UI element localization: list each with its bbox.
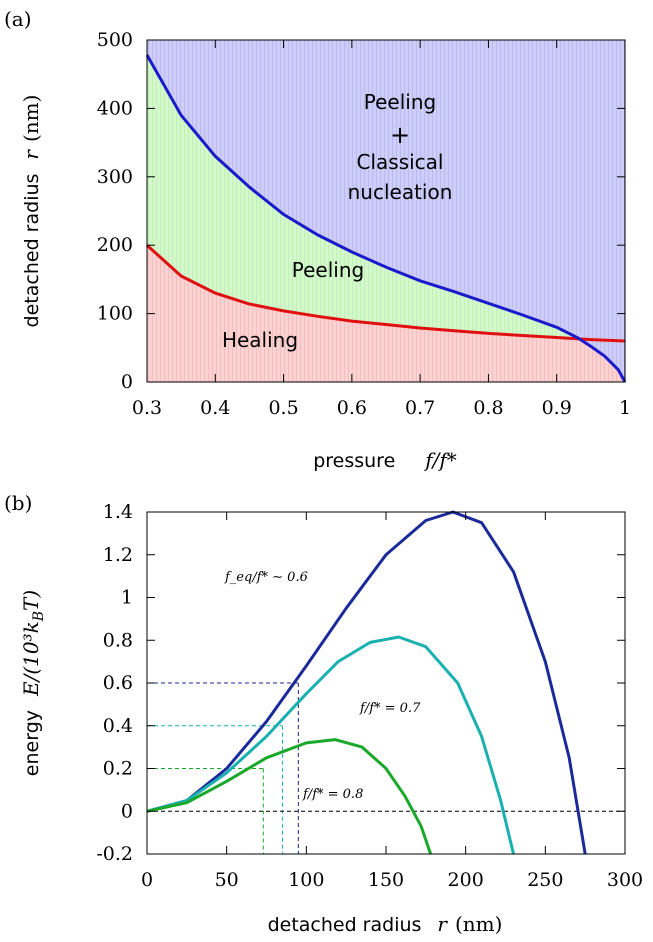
panel-b: (b) 0 50 100 150 200 250 300 -0.2 0 0.2 0.4 0.6 0.8 1…: [4, 491, 643, 936]
energy-curve-0-6: [146, 510, 587, 855]
panel-a-xlabel: pressure f/f*: [313, 448, 457, 472]
x-tick-label: 0.6: [337, 397, 367, 419]
curve-label-0-6: f_eq/f* ∼ 0.6: [224, 570, 308, 585]
panel-a: (a) 0.3 0.4 0.5 0.6 0.7 0.8 0.9 1 0 100 200 300 400 5…: [4, 7, 631, 472]
y-tick-label: 100: [97, 303, 133, 325]
y-tick-label: 0.2: [103, 758, 133, 780]
region-healing-label: Healing: [222, 328, 298, 352]
y-tick-label: 1: [121, 587, 133, 609]
x-tick-label: 250: [527, 869, 563, 891]
panel-b-xlabel-text: detached radius: [268, 914, 422, 936]
panel-a-xlabel-text: pressure: [313, 450, 395, 472]
energy-curve-0-7: [146, 635, 515, 855]
y-tick-label: 1.2: [103, 544, 133, 566]
y-tick-label: 400: [97, 97, 133, 119]
y-tick-label: 500: [97, 29, 133, 51]
svg-text:detached radiusr(nm): detached radius r (nm): [19, 95, 43, 328]
x-tick-label: 1: [619, 397, 631, 419]
nucleation-boundary-curve: [145, 54, 627, 383]
region-top-plus: +: [390, 121, 410, 149]
panel-b-reference-lines: [147, 682, 625, 854]
x-tick-label: 100: [288, 869, 324, 891]
panel-b-label: (b): [4, 491, 32, 515]
panel-b-ylabel: energy E/(10³kBT): [19, 590, 47, 776]
panel-b-ylabel-text: energy: [21, 710, 43, 776]
y-tick-label: 0.8: [103, 629, 133, 651]
curve-label-0-8: f/f* = 0.8: [302, 787, 363, 802]
x-tick-label: 150: [368, 869, 404, 891]
energy-curve-0-8: [146, 738, 433, 855]
region-top-fill: [147, 40, 625, 382]
x-tick-label: 0.9: [542, 397, 572, 419]
panel-a-frame: [146, 39, 626, 383]
region-top-label-3: nucleation: [348, 180, 453, 204]
x-tick-label: 0.5: [268, 397, 298, 419]
y-tick-label: -0.2: [96, 843, 133, 865]
y-tick-label: 1.4: [103, 501, 133, 523]
panel-a-ylabel: detached radius r (nm): [19, 95, 43, 328]
y-tick-label: 0.6: [103, 672, 133, 694]
panel-b-curves: [146, 510, 587, 855]
panel-a-ylabel-math: r: [19, 149, 43, 160]
panel-b-xlabel-math: r: [437, 912, 448, 936]
healing-boundary-curve: [145, 244, 626, 343]
x-tick-label: 300: [607, 869, 643, 891]
panel-b-ticks: 0 50 100 150 200 250 300 -0.2 0 0.2 0.4 0.6 0.8 1 1.2 1…: [96, 501, 643, 891]
panel-a-xlabel-math: f/f*: [423, 448, 457, 472]
curve-label-0-7: f/f* = 0.7: [359, 701, 421, 716]
panel-b-xlabel: detached radius r (nm): [268, 912, 503, 936]
panel-a-curves: [145, 54, 627, 383]
y-tick-label: 0.4: [103, 715, 133, 737]
panel-a-ylabel-text: detached radius: [21, 174, 43, 328]
x-tick-label: 50: [215, 869, 239, 891]
x-tick-label: 0.4: [200, 397, 230, 419]
y-tick-label: 200: [97, 234, 133, 256]
region-peeling-fill: [147, 55, 625, 382]
region-top-label-2: Classical: [357, 150, 444, 174]
panel-b-ylabel-sub: B: [31, 611, 47, 622]
x-tick-label: 0.7: [405, 397, 435, 419]
svg-text:energyE/(10³kBT): energy E/(10³kBT): [19, 590, 47, 776]
panel-a-regions: [147, 40, 625, 382]
region-peeling-label: Peeling: [292, 258, 364, 282]
region-healing-fill: [147, 245, 625, 382]
x-tick-label: 0.3: [132, 397, 162, 419]
panel-b-ylabel-end: T): [19, 590, 43, 611]
panel-a-label: (a): [4, 7, 32, 31]
x-tick-label: 200: [448, 869, 484, 891]
y-tick-label: 0: [121, 800, 133, 822]
panel-b-xlabel-unit: (nm): [455, 912, 502, 936]
x-tick-label: 0.8: [473, 397, 503, 419]
panel-a-ticks: 0.3 0.4 0.5 0.6 0.7 0.8 0.9 1 0 100 200 300 400 500: [97, 29, 631, 419]
region-top-label-1: Peeling: [364, 90, 436, 114]
x-tick-label: 0: [141, 869, 153, 891]
y-tick-label: 0: [121, 371, 133, 393]
panel-b-ylabel-math: E/(10³k: [19, 621, 43, 697]
panel-a-ylabel-unit: (nm): [19, 95, 43, 142]
y-tick-label: 300: [97, 166, 133, 188]
